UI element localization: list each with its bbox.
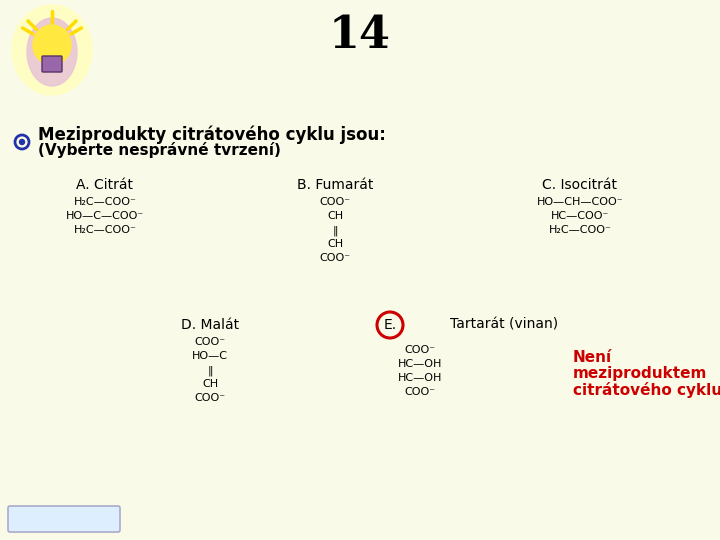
Ellipse shape	[33, 25, 71, 65]
Text: C. Isocitrát: C. Isocitrát	[542, 178, 618, 192]
Text: H₂C—COO⁻: H₂C—COO⁻	[73, 225, 136, 235]
Text: COO⁻: COO⁻	[405, 387, 436, 397]
Text: HO—C—COO⁻: HO—C—COO⁻	[66, 211, 144, 221]
Text: HC—COO⁻: HC—COO⁻	[551, 211, 609, 221]
Text: HO—C: HO—C	[192, 351, 228, 361]
Text: B. Fumarát: B. Fumarát	[297, 178, 373, 192]
Text: citrátového cyklu: citrátového cyklu	[573, 382, 720, 398]
Text: meziproduktem: meziproduktem	[573, 366, 707, 381]
Text: ‖: ‖	[207, 365, 212, 375]
Text: E.: E.	[384, 318, 397, 332]
Text: Zpět k otázkám: Zpět k otázkám	[20, 514, 107, 524]
Ellipse shape	[27, 18, 77, 86]
Circle shape	[19, 139, 24, 145]
Text: H₂C—COO⁻: H₂C—COO⁻	[73, 197, 136, 207]
Text: HC—OH: HC—OH	[398, 373, 442, 383]
Text: (Vyberte nesprávné tvrzení): (Vyberte nesprávné tvrzení)	[38, 142, 281, 158]
FancyBboxPatch shape	[8, 506, 120, 532]
Text: CH: CH	[327, 239, 343, 249]
Text: COO⁻: COO⁻	[194, 337, 225, 347]
Text: Není: Není	[573, 350, 612, 365]
Text: COO⁻: COO⁻	[320, 253, 351, 263]
Ellipse shape	[12, 5, 92, 95]
Text: COO⁻: COO⁻	[320, 197, 351, 207]
Text: HO—CH—COO⁻: HO—CH—COO⁻	[536, 197, 624, 207]
Text: ‖: ‖	[332, 225, 338, 235]
Text: H₂C—COO⁻: H₂C—COO⁻	[549, 225, 611, 235]
Text: HC—OH: HC—OH	[398, 359, 442, 369]
Text: CH: CH	[202, 379, 218, 389]
Text: Tartarát (vinan): Tartarát (vinan)	[450, 318, 558, 332]
Text: CH: CH	[327, 211, 343, 221]
Text: COO⁻: COO⁻	[194, 393, 225, 403]
Text: Meziprodukty citrátového cyklu jsou:: Meziprodukty citrátového cyklu jsou:	[38, 126, 386, 144]
FancyBboxPatch shape	[42, 56, 62, 72]
Text: A. Citrát: A. Citrát	[76, 178, 133, 192]
Text: 14: 14	[329, 14, 391, 57]
Text: D. Malát: D. Malát	[181, 318, 239, 332]
Text: COO⁻: COO⁻	[405, 345, 436, 355]
